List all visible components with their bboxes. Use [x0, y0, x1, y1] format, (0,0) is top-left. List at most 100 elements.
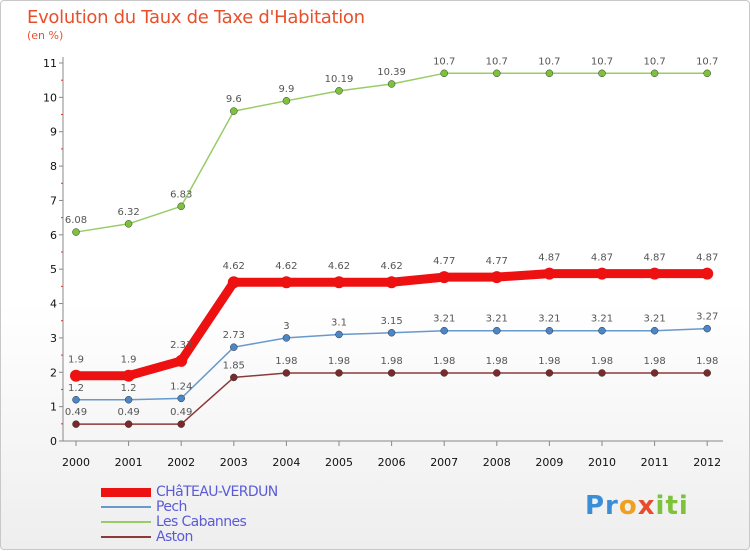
data-label-les-cabannes: 9.6 — [226, 94, 242, 105]
data-label-pech: 1.2 — [68, 383, 84, 394]
data-point-aston — [230, 373, 238, 382]
data-label-pech: 3.21 — [643, 314, 665, 325]
data-label-chateau-verdun: 4.87 — [538, 253, 560, 264]
data-point-pech — [72, 396, 80, 404]
data-point-chateau-verdun — [438, 271, 451, 284]
data-label-chateau-verdun: 4.62 — [223, 261, 245, 272]
data-label-aston: 0.49 — [170, 407, 192, 418]
data-label-aston: 1.98 — [433, 356, 455, 367]
x-tick-label: 2003 — [220, 456, 248, 469]
data-label-chateau-verdun: 4.62 — [275, 261, 297, 272]
data-point-chateau-verdun — [70, 369, 82, 382]
x-tick-label: 2008 — [483, 456, 511, 469]
data-point-aston — [72, 420, 80, 428]
data-point-les-cabannes — [177, 202, 185, 211]
data-point-chateau-verdun — [333, 276, 345, 289]
series-pech — [72, 324, 711, 404]
data-point-pech — [650, 326, 659, 335]
data-point-les-cabannes — [335, 87, 343, 95]
data-label-pech: 3.27 — [696, 312, 718, 323]
x-tick-label: 2005 — [325, 456, 353, 469]
data-label-aston: 1.98 — [696, 356, 718, 367]
data-point-chateau-verdun — [648, 267, 661, 280]
data-label-aston: 1.98 — [486, 356, 508, 367]
data-label-aston: 1.98 — [591, 356, 613, 367]
legend-swatch-pech — [101, 506, 151, 508]
data-label-aston: 0.49 — [65, 407, 87, 418]
data-point-les-cabannes — [440, 69, 448, 78]
data-point-les-cabannes — [650, 69, 659, 78]
data-point-aston — [335, 369, 343, 377]
data-point-pech — [440, 326, 448, 335]
data-point-pech — [545, 326, 554, 335]
series-layer — [70, 69, 714, 428]
x-tick-label: 2011 — [641, 456, 669, 469]
data-label-aston: 1.85 — [223, 360, 245, 371]
data-point-aston — [598, 369, 606, 377]
data-point-pech — [703, 324, 711, 333]
x-tick-label: 2004 — [272, 456, 300, 469]
data-point-pech — [282, 334, 291, 342]
data-label-les-cabannes: 10.7 — [643, 56, 665, 67]
data-point-les-cabannes — [124, 220, 133, 228]
data-point-les-cabannes — [545, 69, 554, 78]
data-label-chateau-verdun: 4.62 — [328, 261, 350, 272]
data-point-chateau-verdun — [122, 369, 135, 382]
y-tick-label: 9 — [50, 126, 57, 139]
proxiti-logo: Proxiti — [585, 491, 689, 521]
series-line-les-cabannes — [75, 72, 708, 233]
data-label-aston: 1.98 — [538, 356, 560, 367]
y-tick-label: 10 — [43, 91, 57, 104]
legend-label-aston: Aston — [156, 529, 193, 545]
data-point-pech — [177, 394, 185, 403]
data-point-chateau-verdun — [385, 276, 398, 289]
y-tick-label: 3 — [50, 332, 57, 345]
x-tick-label: 2010 — [588, 456, 616, 469]
data-label-chateau-verdun: 4.62 — [380, 261, 402, 272]
y-tick-label: 7 — [50, 194, 57, 207]
data-label-aston: 1.98 — [275, 356, 297, 367]
data-point-pech — [493, 326, 501, 335]
x-tick-label: 2002 — [167, 456, 195, 469]
data-point-chateau-verdun — [490, 271, 503, 284]
data-label-aston: 1.98 — [380, 356, 402, 367]
data-label-chateau-verdun: 4.77 — [486, 256, 508, 267]
chart-title: Evolution du Taux de Taxe d'Habitation — [27, 7, 365, 28]
series-chateau-verdun — [70, 267, 714, 382]
data-point-aston — [493, 369, 501, 377]
data-point-chateau-verdun — [701, 267, 714, 280]
data-label-aston: 0.49 — [117, 407, 139, 418]
data-label-pech: 3.21 — [538, 314, 560, 325]
data-label-pech: 1.2 — [121, 383, 137, 394]
legend-swatch-les-cabannes — [101, 521, 151, 523]
data-point-aston — [650, 369, 659, 377]
x-tick-label: 2000 — [62, 456, 90, 469]
data-label-pech: 3.1 — [331, 317, 347, 328]
data-label-les-cabannes: 10.19 — [325, 74, 354, 85]
chart-subtitle: (en %) — [27, 29, 64, 42]
data-point-les-cabannes — [387, 80, 396, 88]
data-label-les-cabannes: 10.39 — [377, 67, 406, 78]
data-point-pech — [230, 343, 238, 351]
data-point-pech — [598, 326, 606, 335]
y-tick-label: 4 — [50, 298, 57, 311]
data-point-aston — [545, 369, 554, 377]
series-aston — [72, 369, 711, 428]
data-point-les-cabannes — [598, 69, 606, 78]
y-tick-label: 5 — [50, 263, 57, 276]
data-label-pech: 3.21 — [486, 314, 508, 325]
data-point-chateau-verdun — [596, 267, 608, 280]
y-tick-label: 0 — [50, 435, 57, 448]
data-point-aston — [177, 420, 185, 428]
data-label-les-cabannes: 10.7 — [591, 56, 613, 67]
data-label-chateau-verdun: 4.87 — [591, 253, 613, 264]
data-label-chateau-verdun: 4.77 — [433, 256, 455, 267]
data-point-aston — [440, 369, 448, 377]
data-point-pech — [335, 330, 343, 339]
data-point-chateau-verdun — [543, 267, 556, 280]
data-label-chateau-verdun: 2.33 — [170, 340, 192, 351]
y-tick-label: 11 — [43, 57, 57, 70]
chart-axes: 0 1 2 3 4 5 6 7 8 9 10 11 2000 2001 2002 2003 2004 2005 20… — [43, 57, 723, 469]
